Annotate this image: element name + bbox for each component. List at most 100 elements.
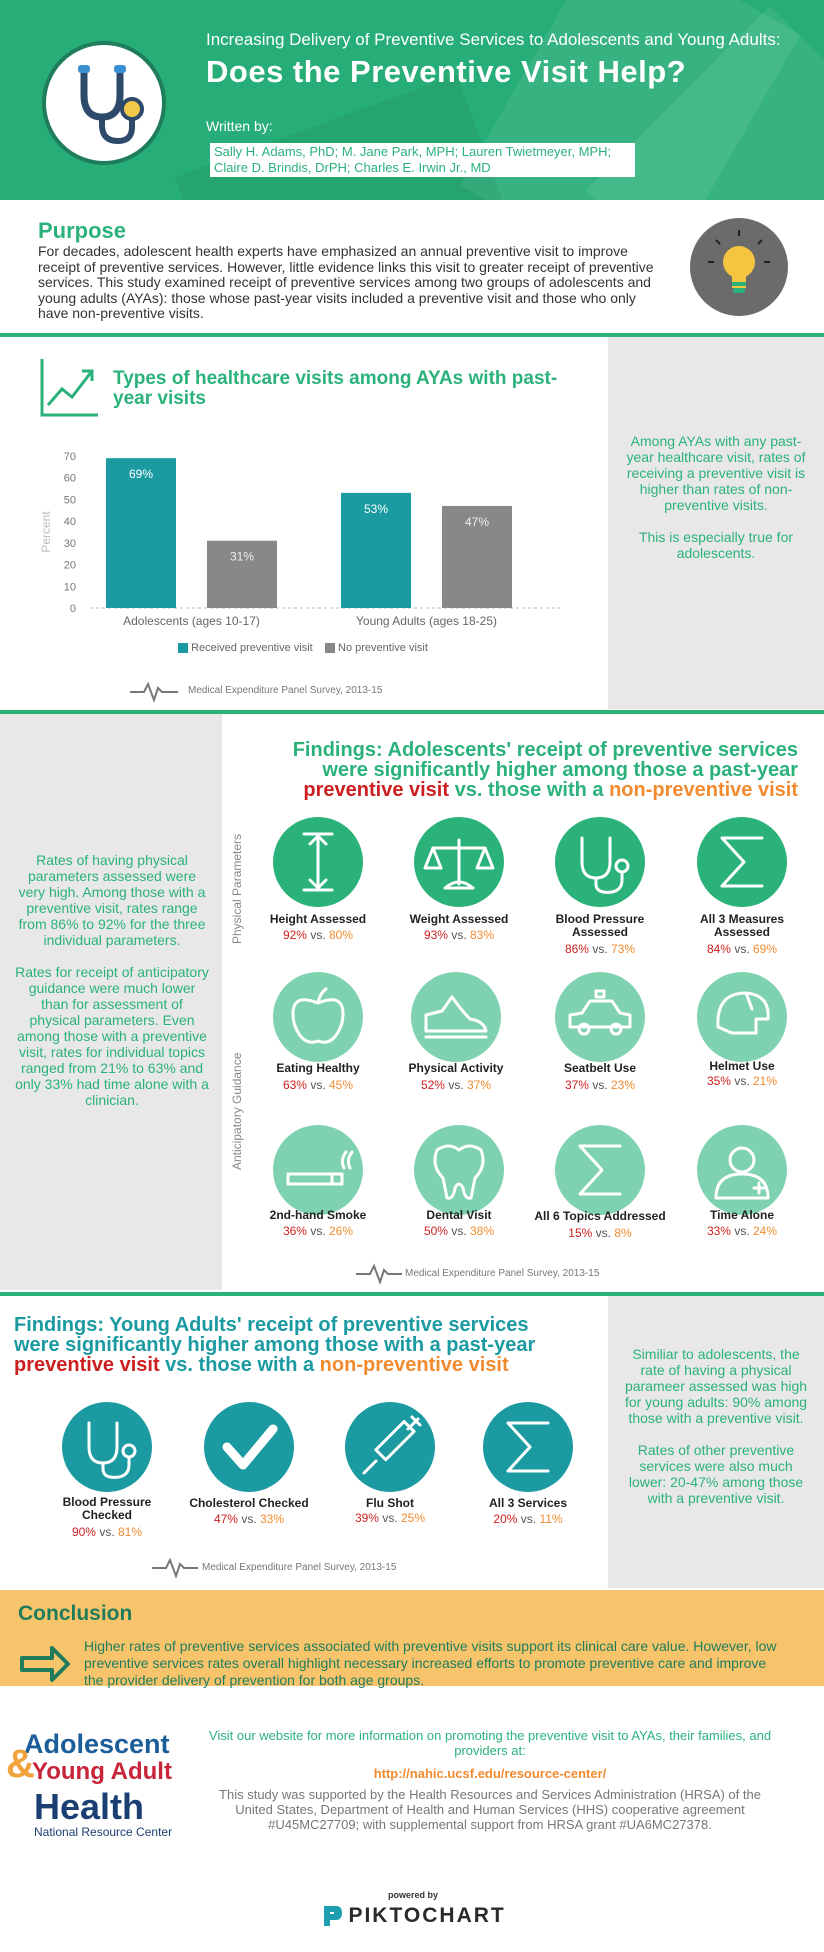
title-line: Findings: Adolescents' receipt of preven… — [292, 739, 798, 761]
purpose-text: For decades, adolescent health experts h… — [38, 243, 654, 321]
finding-label: All 3 Measures Assessed — [699, 912, 785, 939]
finding-icon-circle — [273, 1125, 363, 1215]
finding-icon-circle — [555, 1125, 645, 1215]
visit-website-text: Visit our website for more information o… — [208, 1728, 772, 1758]
finding-icon-circle — [697, 972, 787, 1062]
logo-line: Adolescent — [24, 1729, 170, 1759]
preventive-rate: 33% — [706, 1224, 731, 1238]
non-preventive-rate: 80% — [329, 928, 354, 942]
pulse-icon — [130, 681, 178, 703]
finding-icon-circle — [555, 972, 645, 1062]
height-icon — [302, 832, 334, 892]
finding-rates: 39% vs. 25% — [320, 1511, 460, 1525]
finding-label: Blood Pressure Assessed — [555, 912, 645, 939]
vs-label: vs. — [378, 1511, 401, 1525]
finding-rates: 86% vs. 73% — [530, 942, 670, 956]
vs-label: vs. — [447, 1224, 470, 1238]
stethoscope-logo — [42, 41, 166, 165]
finding-rates: 47% vs. 33% — [179, 1512, 319, 1526]
finding-icon-circle — [483, 1402, 573, 1492]
finding-icon-circle — [555, 817, 645, 907]
title-line: preventive visit vs. those with a non-pr… — [14, 1355, 604, 1375]
vs-label: vs. — [588, 1078, 611, 1092]
finding-label: All 6 Topics Addressed — [534, 1209, 666, 1223]
vs-label: vs. — [588, 942, 611, 956]
finding-rates: 15% vs. 8% — [530, 1226, 670, 1240]
finding-icon-circle — [273, 817, 363, 907]
adolescent-findings-title: Findings: Adolescents' receipt of preven… — [230, 740, 798, 800]
title-connector: vs. those with a — [449, 779, 610, 801]
sigma-icon — [720, 836, 764, 888]
preventive-rate: 63% — [282, 1078, 307, 1092]
conclusion-banner — [0, 1590, 824, 1686]
finding-rates: 52% vs. 37% — [386, 1078, 526, 1092]
finding-label: 2nd-hand Smoke — [269, 1208, 367, 1222]
piktochart-logo-icon — [324, 1906, 342, 1926]
y-tick-label: 20 — [64, 560, 76, 572]
preventive-rate: 20% — [493, 1512, 518, 1526]
adolescent-side-text: Rates of having physical parameters asse… — [14, 852, 210, 1108]
authors-box: Sally H. Adams, PhD; M. Jane Park, MPH; … — [210, 143, 635, 177]
non-preventive-rate: 37% — [467, 1078, 492, 1092]
adolescent-source: Medical Expenditure Panel Survey, 2013-1… — [405, 1268, 600, 1279]
anticipatory-guidance-label: Anticipatory Guidance — [230, 1052, 244, 1170]
visits-side-panel — [608, 337, 824, 709]
chart-title: Types of healthcare visits among AYAs wi… — [113, 368, 558, 409]
adolescent-side-text-2: Rates for receipt of anticipatory guidan… — [15, 964, 209, 1108]
non-preventive-rate: 24% — [753, 1224, 778, 1238]
finding-icon-circle — [414, 817, 504, 907]
finding-label: Helmet Use — [709, 1059, 775, 1073]
non-preventive-visit-label: non-preventive visit — [609, 779, 798, 801]
y-tick-label: 70 — [64, 451, 76, 463]
finding-label: Eating Healthy — [276, 1061, 360, 1075]
vs-label: vs. — [306, 1224, 329, 1238]
tooth-icon — [433, 1144, 485, 1200]
visits-side-text-2: This is especially true for adolescents. — [638, 529, 794, 561]
legend-swatch-preventive — [178, 643, 188, 654]
finding-rates: 33% vs. 24% — [672, 1224, 812, 1238]
preventive-rate: 92% — [282, 928, 307, 942]
title-line: Findings: Young Adults' receipt of preve… — [14, 1314, 529, 1336]
visits-side-text: Among AYAs with any past-year healthcare… — [620, 433, 812, 561]
vs-label: vs. — [306, 928, 329, 942]
non-preventive-rate: 11% — [539, 1512, 563, 1526]
piktochart-wordmark: PIKTOCHART — [348, 1904, 506, 1927]
y-axis-label: Percent — [39, 511, 53, 553]
apple-icon — [291, 987, 345, 1044]
finding-rates: 50% vs. 38% — [389, 1224, 529, 1238]
preventive-rate: 15% — [568, 1226, 593, 1240]
checkmark-icon — [222, 1424, 278, 1470]
non-preventive-rate: 33% — [260, 1512, 285, 1526]
vs-label: vs. — [730, 942, 753, 956]
x-category-label: Adolescents (ages 10-17) — [123, 614, 260, 628]
vs-label: vs. — [730, 1224, 753, 1238]
preventive-rate: 93% — [423, 928, 448, 942]
non-preventive-rate: 23% — [611, 1078, 636, 1092]
non-preventive-rate: 83% — [470, 928, 495, 942]
finding-icon-circle — [414, 1125, 504, 1215]
finding-rates: 20% vs. 11% — [458, 1512, 598, 1526]
title-connector: vs. those with a — [159, 1354, 320, 1376]
logo-line: Young Adult — [32, 1758, 172, 1785]
vs-label: vs. — [447, 928, 470, 942]
finding-label: Weight Assessed — [409, 912, 509, 926]
bar-value-label: 53% — [364, 502, 388, 516]
arrow-right-icon — [20, 1646, 70, 1682]
preventive-rate: 37% — [564, 1078, 589, 1092]
preventive-rate: 50% — [423, 1224, 448, 1238]
scale-icon — [423, 838, 495, 890]
line-chart-icon — [40, 359, 98, 417]
finding-label: Seatbelt Use — [563, 1061, 637, 1075]
visits-side-text-1: Among AYAs with any past-year healthcare… — [626, 433, 806, 513]
young-adult-side-text-2: Rates of other preventive services were … — [628, 1442, 804, 1506]
bar — [106, 458, 176, 608]
decorative-shape — [174, 74, 526, 200]
preventive-rate: 86% — [564, 942, 589, 956]
preventive-rate: 90% — [71, 1525, 96, 1539]
finding-rates: 84% vs. 69% — [672, 942, 812, 956]
y-tick-label: 50 — [64, 494, 76, 506]
finding-rates: 93% vs. 83% — [389, 928, 529, 942]
resource-center-link[interactable]: http://nahic.ucsf.edu/resource-center/ — [373, 1766, 607, 1781]
chart-source: Medical Expenditure Panel Survey, 2013-1… — [188, 685, 383, 696]
finding-rates: 37% vs. 23% — [530, 1078, 670, 1092]
